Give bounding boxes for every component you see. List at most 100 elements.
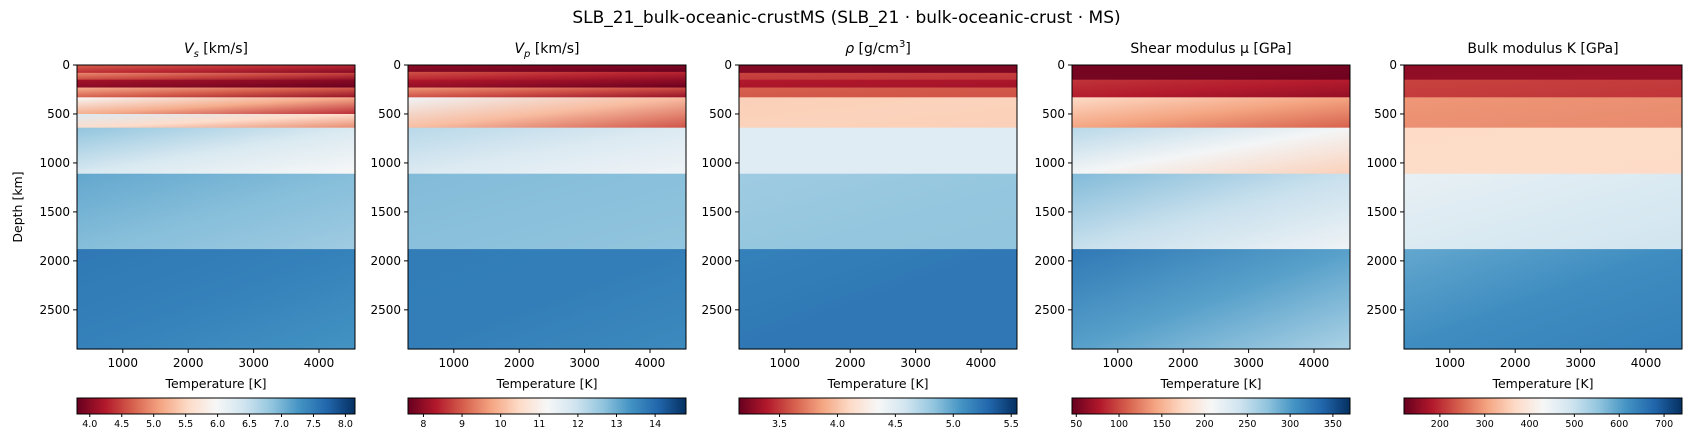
colorbar-tick-label: 7.0: [274, 419, 289, 430]
colorbar-tick-label: 700: [1655, 419, 1673, 430]
colorbar-tick-label: 350: [1324, 419, 1342, 430]
y-tick-label: 2000: [701, 254, 732, 268]
y-tick-label: 2500: [1366, 303, 1397, 317]
axes-frame: [76, 64, 356, 350]
x-tick-label: 2000: [173, 356, 204, 370]
colorbar-tick-label: 500: [1565, 419, 1583, 430]
colorbar-tick-label: 200: [1431, 419, 1449, 430]
colorbar-tick-label: 11: [533, 419, 545, 430]
y-tick-label: 1000: [370, 156, 401, 170]
panel-title: Bulk modulus K [GPa]: [1467, 41, 1618, 57]
panel-2: Vp [km/s] 1000 2000 3000 4000 0 500 1000 1500 200…: [370, 41, 687, 430]
colorbar-tick-label: 10: [495, 419, 507, 430]
panel-title: Vp [km/s]: [514, 41, 579, 60]
heatmap-band: [77, 87, 355, 98]
heatmap-band: [1404, 127, 1682, 175]
heatmap-image: [1404, 65, 1682, 350]
colorbar-gradient: [407, 397, 687, 415]
y-tick-label: 500: [709, 107, 732, 121]
x-tick-label: 4000: [304, 356, 335, 370]
panel-3: ρ [g/cm3] 1000 2000 3000 4000 0 500 1000 1500 200…: [701, 39, 1018, 430]
colorbar-tick-label: 14: [649, 419, 661, 430]
y-tick-label: 2500: [701, 303, 732, 317]
x-tick-label: 3000: [238, 356, 269, 370]
heatmap-image: [1072, 65, 1350, 350]
heatmap-band: [408, 127, 686, 175]
heatmap-image: [408, 65, 686, 350]
heatmap-image: [739, 65, 1017, 350]
heatmap-band: [1072, 127, 1350, 175]
heatmap-band: [1072, 249, 1350, 350]
heatmap-band: [1404, 173, 1682, 250]
x-tick-label: 1000: [1435, 356, 1466, 370]
colorbar-tick-label: 4.5: [888, 419, 903, 430]
colorbar-tick-label: 6.0: [210, 419, 225, 430]
y-tick-label: 500: [47, 107, 70, 121]
panel-title: ρ [g/cm3]: [845, 39, 911, 57]
y-tick-label: 0: [62, 58, 70, 72]
y-tick-label: 1500: [1366, 205, 1397, 219]
axes-frame: [407, 64, 687, 350]
axes-frame: [1071, 64, 1351, 350]
x-tick-label: 1000: [439, 356, 470, 370]
heatmap-band: [408, 173, 686, 250]
colorbar-tick-label: 600: [1610, 419, 1628, 430]
y-tick-label: 2000: [39, 254, 70, 268]
heatmap-band: [739, 79, 1017, 89]
colorbar-tick-label: 8: [420, 419, 426, 430]
heatmap-band: [739, 65, 1017, 74]
panel-title: Vs [km/s]: [184, 41, 248, 60]
colorbar-tick-label: 7.5: [306, 419, 321, 430]
x-tick-label: 3000: [1233, 356, 1264, 370]
y-tick-label: 0: [724, 58, 732, 72]
colorbar-tick-label: 300: [1281, 419, 1299, 430]
x-tick-label: 3000: [569, 356, 600, 370]
heatmap-band: [77, 65, 355, 74]
colorbar-tick-label: 5.0: [946, 419, 961, 430]
heatmap-band: [1404, 65, 1682, 81]
y-tick-label: 1000: [701, 156, 732, 170]
colorbar-gradient: [1403, 397, 1683, 415]
y-tick-label: 1000: [1366, 156, 1397, 170]
colorbar: 4.0 4.5 5.0 5.5 6.0 6.5 7.0 7.5 8.0: [76, 397, 356, 430]
heatmap-band: [739, 249, 1017, 350]
axes-frame: [738, 64, 1018, 350]
colorbar-tick-label: 9: [459, 419, 465, 430]
colorbar-tick-label: 13: [610, 419, 622, 430]
y-tick-label: 2000: [1034, 254, 1065, 268]
heatmap-band: [408, 65, 686, 73]
y-tick-label: 2500: [370, 303, 401, 317]
colorbar-tick-label: 5.5: [178, 419, 193, 430]
colorbar-tick-label: 100: [1110, 419, 1128, 430]
y-tick-label: 500: [1042, 107, 1065, 121]
x-tick-label: 2000: [835, 356, 866, 370]
y-tick-label: 1000: [1034, 156, 1065, 170]
heatmap-band: [1072, 79, 1350, 98]
colorbar-tick-label: 8.0: [338, 419, 353, 430]
y-tick-label: 1500: [701, 205, 732, 219]
x-axis-label: Temperature [K]: [1491, 376, 1593, 391]
heatmap-band: [408, 71, 686, 81]
colorbar: 200 300 400 500 600 700: [1403, 397, 1683, 430]
y-tick-label: 2500: [39, 303, 70, 317]
colorbar-tick-label: 50: [1070, 419, 1082, 430]
x-tick-label: 3000: [1565, 356, 1596, 370]
x-tick-label: 1000: [1103, 356, 1134, 370]
y-tick-label: 500: [378, 107, 401, 121]
colorbar-tick-label: 400: [1520, 419, 1538, 430]
y-tick-label: 2000: [370, 254, 401, 268]
colorbar-tick-label: 4.0: [82, 419, 97, 430]
heatmap-band: [1072, 173, 1350, 250]
x-tick-label: 3000: [900, 356, 931, 370]
heatmap-band: [77, 113, 355, 129]
panel-5: Bulk modulus K [GPa] 1000 2000 3000 4000 0 500…: [1366, 41, 1683, 430]
y-tick-label: 0: [1389, 58, 1397, 72]
colorbar-tick-label: 6.5: [242, 419, 257, 430]
colorbar-tick-label: 5.0: [146, 419, 161, 430]
x-axis-label: Temperature [K]: [164, 376, 266, 391]
heatmap-band: [1404, 79, 1682, 98]
colorbar-tick-label: 4.0: [830, 419, 845, 430]
colorbar-gradient: [76, 397, 356, 415]
colorbar-tick-label: 4.5: [114, 419, 129, 430]
